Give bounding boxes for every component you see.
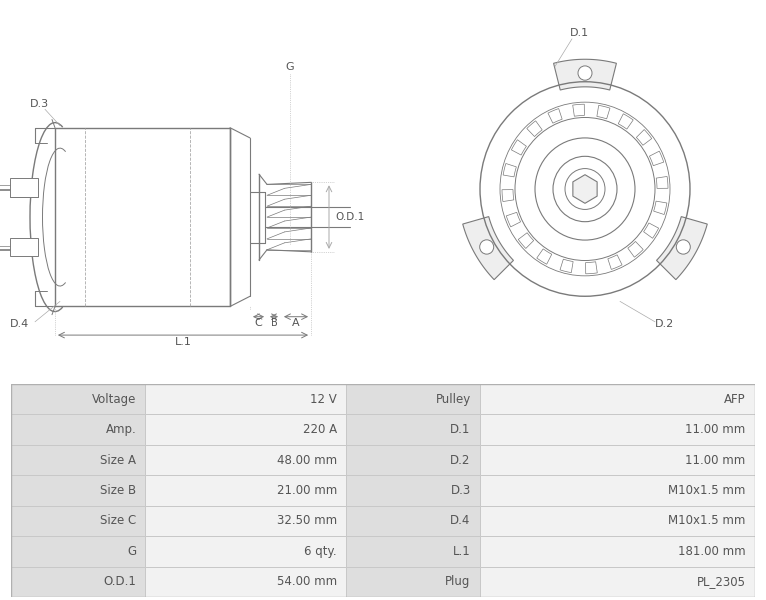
Bar <box>11 506 146 536</box>
Text: 11.00 mm: 11.00 mm <box>686 454 745 467</box>
Text: L.1: L.1 <box>453 545 470 558</box>
Bar <box>146 445 346 475</box>
Bar <box>346 445 480 475</box>
Bar <box>10 238 38 256</box>
Bar <box>480 384 755 415</box>
Text: G: G <box>127 545 136 558</box>
Polygon shape <box>597 106 610 119</box>
Bar <box>11 536 146 566</box>
Polygon shape <box>503 163 516 177</box>
Text: 6 qty.: 6 qty. <box>304 545 337 558</box>
Bar <box>146 475 346 506</box>
Text: O.D.1: O.D.1 <box>335 212 365 222</box>
Text: B: B <box>270 318 277 328</box>
Circle shape <box>578 66 592 80</box>
Text: D.2: D.2 <box>655 319 674 329</box>
Bar <box>480 506 755 536</box>
Polygon shape <box>512 140 526 155</box>
Bar <box>480 415 755 445</box>
Text: G: G <box>286 62 294 71</box>
Text: D.3: D.3 <box>30 99 49 109</box>
Polygon shape <box>573 175 597 203</box>
Bar <box>11 475 146 506</box>
Text: L.1: L.1 <box>175 337 192 347</box>
Bar <box>346 384 480 415</box>
Bar <box>10 178 38 197</box>
Text: M10x1.5 mm: M10x1.5 mm <box>668 484 745 497</box>
Bar <box>146 566 346 597</box>
Bar <box>146 384 346 415</box>
Polygon shape <box>656 217 707 280</box>
Text: 12 V: 12 V <box>310 393 337 406</box>
Bar <box>146 506 346 536</box>
Bar <box>346 536 480 566</box>
Text: C: C <box>254 318 263 328</box>
Text: D.2: D.2 <box>450 454 470 467</box>
Text: D.3: D.3 <box>450 484 470 497</box>
Polygon shape <box>519 233 534 248</box>
Text: O.D.1: O.D.1 <box>103 575 136 588</box>
Polygon shape <box>618 114 633 129</box>
Text: D.1: D.1 <box>450 423 470 436</box>
Polygon shape <box>656 176 668 188</box>
Polygon shape <box>637 130 652 145</box>
Text: 181.00 mm: 181.00 mm <box>678 545 745 558</box>
Text: AFP: AFP <box>724 393 745 406</box>
Text: D.4: D.4 <box>10 319 29 329</box>
Circle shape <box>480 240 494 254</box>
Text: Amp.: Amp. <box>106 423 136 436</box>
Text: 220 A: 220 A <box>303 423 337 436</box>
Polygon shape <box>573 104 584 116</box>
Text: Plug: Plug <box>445 575 470 588</box>
Bar <box>146 536 346 566</box>
Bar <box>11 445 146 475</box>
Polygon shape <box>502 190 514 202</box>
Text: Pulley: Pulley <box>435 393 470 406</box>
Bar <box>346 415 480 445</box>
Bar <box>480 475 755 506</box>
Bar <box>346 475 480 506</box>
Polygon shape <box>527 121 542 137</box>
Bar <box>11 415 146 445</box>
Text: 11.00 mm: 11.00 mm <box>686 423 745 436</box>
Polygon shape <box>548 109 562 123</box>
Circle shape <box>676 240 690 254</box>
Text: PL_2305: PL_2305 <box>696 575 745 588</box>
Polygon shape <box>463 217 513 280</box>
Bar <box>346 506 480 536</box>
Text: A: A <box>292 318 300 328</box>
Polygon shape <box>628 241 643 257</box>
Polygon shape <box>506 212 521 227</box>
Polygon shape <box>653 201 667 215</box>
Polygon shape <box>560 259 573 272</box>
Bar <box>146 415 346 445</box>
Text: 32.50 mm: 32.50 mm <box>277 514 337 527</box>
Bar <box>346 566 480 597</box>
Polygon shape <box>554 59 617 90</box>
Polygon shape <box>608 255 622 269</box>
Text: Size A: Size A <box>100 454 136 467</box>
Text: 21.00 mm: 21.00 mm <box>277 484 337 497</box>
Polygon shape <box>650 151 663 166</box>
Polygon shape <box>643 223 659 238</box>
Bar <box>480 566 755 597</box>
Text: D.4: D.4 <box>450 514 470 527</box>
Text: D.1: D.1 <box>570 28 589 38</box>
Bar <box>480 445 755 475</box>
Bar <box>11 384 146 415</box>
Polygon shape <box>586 262 597 274</box>
Polygon shape <box>537 249 552 264</box>
Text: 54.00 mm: 54.00 mm <box>277 575 337 588</box>
Text: Size B: Size B <box>100 484 136 497</box>
Text: Voltage: Voltage <box>92 393 136 406</box>
Bar <box>11 566 146 597</box>
Bar <box>480 536 755 566</box>
Text: 48.00 mm: 48.00 mm <box>277 454 337 467</box>
Text: M10x1.5 mm: M10x1.5 mm <box>668 514 745 527</box>
Text: Size C: Size C <box>100 514 136 527</box>
Bar <box>55 128 230 307</box>
